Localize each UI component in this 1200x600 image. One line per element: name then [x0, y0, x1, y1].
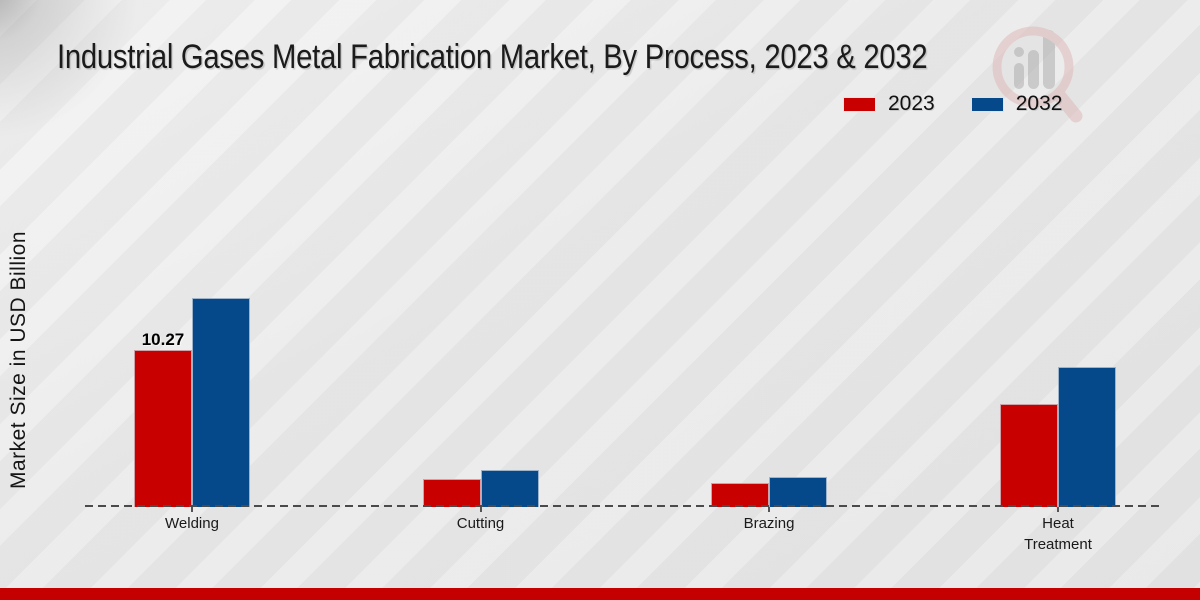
x-axis-tick	[479, 507, 482, 512]
y-axis-label: Market Size in USD Billion	[7, 230, 30, 490]
x-axis-tick	[768, 507, 770, 512]
category-label-welding: Welding	[165, 515, 219, 532]
legend-label-2032: 2032	[1015, 92, 1063, 115]
category-label-brazing: Brazing	[743, 515, 795, 532]
bar-value-label: 10.27	[141, 330, 185, 349]
x-axis-tick	[191, 507, 193, 512]
bar-heat-treatment-2023	[1000, 403, 1058, 507]
footer-accent-bar	[0, 588, 1200, 600]
category-label-cutting: Cutting	[456, 515, 505, 532]
watermark-logo-icon	[992, 26, 1083, 123]
bar-brazing-2032	[769, 477, 827, 507]
category-label-heat-treatment: Heat Treatment	[1024, 515, 1092, 553]
legend: 2023 2032	[843, 92, 1062, 116]
x-axis-baseline	[85, 505, 1164, 507]
bar-heat-treatment-2032	[1058, 366, 1116, 507]
legend-label-2023: 2023	[888, 92, 935, 115]
legend-item-2032: 2032	[970, 92, 1063, 116]
x-axis-tick	[1057, 507, 1059, 512]
bar-cutting-2032	[480, 470, 539, 507]
bar-brazing-2023	[711, 482, 769, 507]
legend-swatch-2032-icon	[970, 96, 1004, 112]
bar-cutting-2023	[422, 479, 481, 507]
legend-swatch-2023-icon	[843, 96, 876, 112]
chart-title: Industrial Gases Metal Fabrication Marke…	[57, 38, 928, 76]
legend-item-2023: 2023	[843, 92, 935, 116]
bar-welding-2023	[134, 350, 192, 507]
bar-welding-2032	[192, 298, 250, 507]
